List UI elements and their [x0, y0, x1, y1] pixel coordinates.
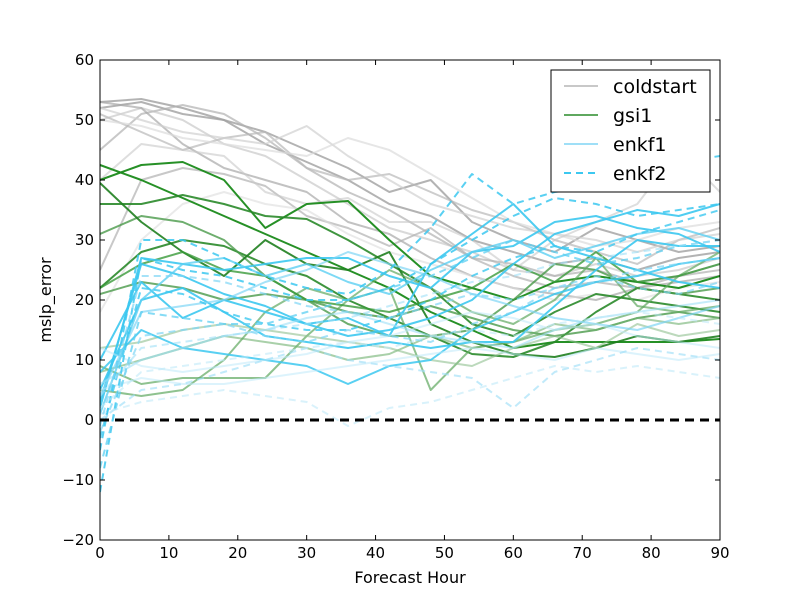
series-layer: [100, 98, 720, 493]
x-tick-label: 20: [228, 544, 247, 562]
x-axis-ticks: 0 10 20 30 40 50 60 70 80 90: [95, 60, 730, 562]
x-tick-label: 80: [642, 544, 661, 562]
series-line-coldstart-7: [100, 119, 720, 247]
series-line-enkf2-34: [100, 197, 720, 493]
x-tick-label: 0: [95, 544, 105, 562]
series-line-coldstart-6: [100, 107, 720, 253]
x-tick-label: 30: [297, 544, 316, 562]
x-tick-label: 40: [366, 544, 385, 562]
series-line-enkf2-42: [100, 257, 720, 427]
y-tick-label: 40: [75, 171, 94, 189]
y-tick-label: −20: [62, 531, 94, 549]
series-line-enkf1-30: [100, 347, 720, 391]
x-tick-label: 10: [159, 544, 178, 562]
series-line-enkf1-31: [100, 311, 720, 373]
x-tick-label: 60: [504, 544, 523, 562]
series-line-enkf2-38: [100, 347, 720, 421]
y-tick-label: 0: [84, 411, 94, 429]
series-line-gsi1-14: [100, 239, 720, 358]
series-line-gsi1-18: [100, 182, 720, 358]
series-line-enkf2-41: [100, 239, 720, 397]
series-line-coldstart-4: [100, 107, 720, 277]
legend: coldstart gsi1 enkf1 enkf2: [550, 69, 711, 193]
series-line-enkf1-25: [100, 239, 720, 391]
series-line-coldstart-3: [100, 113, 720, 265]
series-line-enkf2-37: [100, 275, 720, 433]
series-line-coldstart-0: [100, 101, 720, 253]
x-tick-label: 90: [710, 544, 729, 562]
series-line-enkf2-35: [100, 209, 720, 439]
series-line-coldstart-5: [100, 101, 720, 301]
y-tick-label: −10: [62, 471, 94, 489]
x-tick-label: 50: [435, 544, 454, 562]
y-tick-label: 50: [75, 111, 94, 129]
legend-frame: [550, 69, 711, 193]
legend-label-enkf1: enkf1: [613, 134, 667, 156]
series-line-enkf2-36: [100, 239, 720, 469]
series-line-gsi1-21: [100, 323, 720, 367]
x-axis-label: Forecast Hour: [354, 568, 466, 587]
series-line-enkf1-27: [100, 257, 720, 385]
series-line-coldstart-9: [100, 143, 720, 271]
y-tick-label: 60: [75, 51, 94, 69]
y-tick-label: 30: [75, 231, 94, 249]
series-line-gsi1-20: [100, 257, 720, 397]
legend-label-gsi1: gsi1: [613, 105, 652, 127]
x-tick-label: 70: [573, 544, 592, 562]
y-tick-label: 20: [75, 291, 94, 309]
y-tick-label: 10: [75, 351, 94, 369]
legend-entries: coldstart gsi1 enkf1 enkf2: [564, 76, 697, 185]
y-axis-label: mslp_error: [36, 257, 56, 343]
series-line-enkf1-24: [100, 203, 720, 361]
legend-label-coldstart: coldstart: [613, 76, 697, 98]
series-line-enkf2-40: [100, 311, 720, 409]
legend-label-enkf2: enkf2: [613, 163, 667, 185]
y-axis-ticks: −20 −10 0 10 20 30 40 50 60: [62, 51, 720, 549]
